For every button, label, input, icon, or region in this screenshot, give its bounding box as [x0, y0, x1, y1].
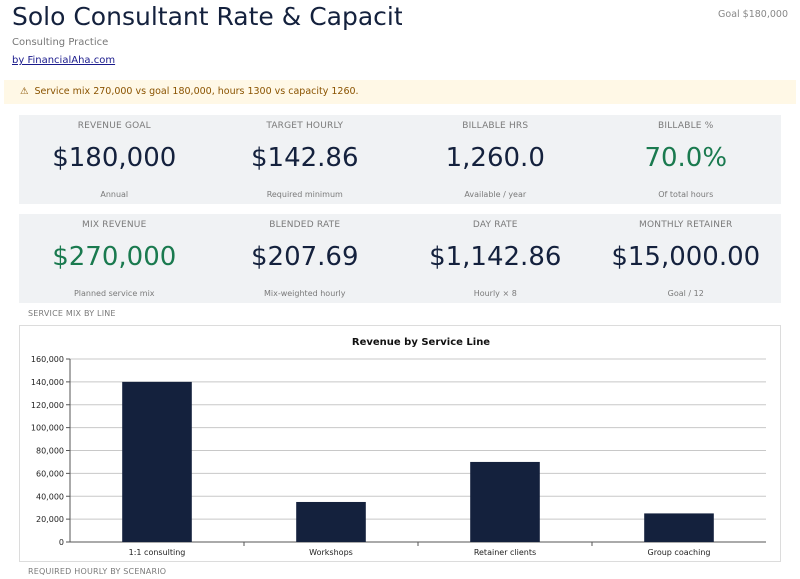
kpi-row-primary: REVENUE GOAL $180,000 Annual TARGET HOUR…	[19, 115, 781, 204]
bar	[122, 381, 192, 542]
x-tick-label: Group coaching	[648, 548, 711, 557]
section-label-scenario: REQUIRED HOURLY BY SCENARIO	[28, 567, 167, 576]
y-tick-label: 140,000	[31, 378, 64, 387]
y-tick-label: 100,000	[31, 424, 64, 433]
kpi-caption: Available / year	[464, 190, 527, 199]
kpi-caption: Required minimum	[266, 190, 343, 199]
kpi-mix-revenue: MIX REVENUE $270,000 Planned service mix	[19, 214, 210, 303]
chart-title: Revenue by Service Line	[352, 337, 490, 348]
kpi-value: $180,000	[52, 143, 177, 173]
kpi-caption: Mix-weighted hourly	[263, 289, 346, 298]
kpi-day-rate: DAY RATE $1,142.86 Hourly × 8	[400, 214, 591, 303]
kpi-billable-percent: BILLABLE % 70.0% Of total hours	[591, 115, 782, 204]
y-tick-label: 40,000	[36, 492, 64, 501]
byline-link[interactable]: by FinancialAha.com	[12, 55, 116, 66]
bar	[470, 461, 540, 542]
kpi-value: $1,142.86	[429, 242, 562, 272]
kpi-blended-rate: BLENDED RATE $207.69 Mix-weighted hourly	[210, 214, 401, 303]
revenue-chart-card: Revenue by Service Line 0 20,000 40,000 60,0…	[19, 325, 781, 562]
kpi-caption: Annual	[100, 190, 129, 199]
kpi-value: $207.69	[250, 242, 359, 272]
y-tick-label: 60,000	[36, 469, 64, 478]
goal-badge: Goal $180,000	[718, 9, 788, 20]
section-label-service-mix: SERVICE MIX BY LINE	[28, 309, 116, 318]
y-tick-label: 0	[59, 538, 64, 547]
x-tick-label: Workshops	[309, 548, 353, 557]
bar	[296, 501, 366, 542]
kpi-label: BLENDED RATE	[269, 220, 341, 230]
kpi-label: MONTHLY RETAINER	[639, 220, 733, 230]
kpi-value: $270,000	[52, 242, 177, 272]
kpi-caption: Of total hours	[658, 190, 714, 199]
kpi-value: 70.0%	[644, 143, 728, 173]
page-subtitle: Consulting Practice	[12, 37, 109, 48]
kpi-monthly-retainer: MONTHLY RETAINER $15,000.00 Goal / 12	[591, 214, 782, 303]
x-tick-label: 1:1 consulting	[129, 548, 186, 557]
y-tick-label: 120,000	[31, 401, 64, 410]
kpi-caption: Planned service mix	[73, 289, 155, 298]
y-tick-label: 80,000	[36, 447, 64, 456]
kpi-label: BILLABLE HRS	[462, 121, 529, 131]
warning-text: Service mix 270,000 vs goal 180,000, hou…	[34, 86, 359, 97]
kpi-label: MIX REVENUE	[82, 220, 147, 230]
y-tick-label: 160,000	[31, 355, 64, 364]
kpi-value: 1,260.0	[445, 143, 545, 173]
kpi-revenue-goal: REVENUE GOAL $180,000 Annual	[19, 115, 210, 204]
kpi-target-hourly: TARGET HOURLY $142.86 Required minimum	[210, 115, 401, 204]
x-tick-label: Retainer clients	[474, 548, 536, 557]
kpi-label: REVENUE GOAL	[77, 121, 151, 131]
kpi-value: $142.86	[250, 143, 359, 173]
kpi-value: $15,000.00	[611, 242, 761, 272]
kpi-caption: Goal / 12	[667, 289, 704, 298]
kpi-label: DAY RATE	[472, 220, 518, 230]
bar	[644, 513, 714, 542]
warning-icon: ⚠	[20, 86, 29, 97]
warning-banner: ⚠ Service mix 270,000 vs goal 180,000, ho…	[4, 80, 796, 104]
kpi-billable-hours: BILLABLE HRS 1,260.0 Available / year	[400, 115, 591, 204]
y-tick-label: 20,000	[36, 515, 64, 524]
page-title: Solo Consultant Rate & Capacity	[12, 2, 402, 31]
kpi-label: BILLABLE %	[657, 121, 714, 131]
kpi-row-secondary: MIX REVENUE $270,000 Planned service mix…	[19, 214, 781, 303]
revenue-bar-chart: Revenue by Service Line 0 20,000 40,000 60,0…	[31, 337, 766, 557]
kpi-caption: Hourly × 8	[473, 289, 517, 298]
kpi-label: TARGET HOURLY	[266, 121, 344, 131]
